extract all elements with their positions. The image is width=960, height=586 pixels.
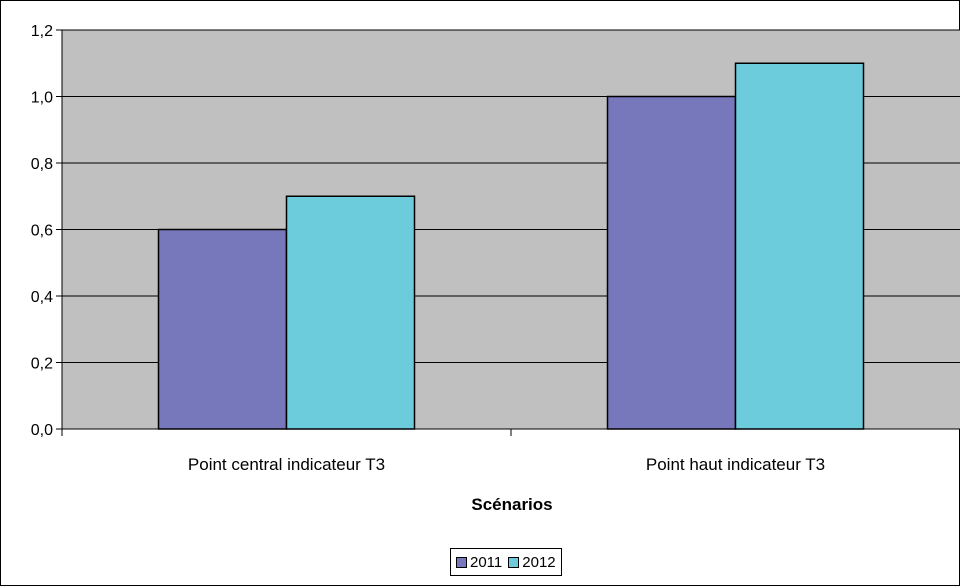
- bar-2011-2: [606, 95, 737, 430]
- y-tick-label: 0,6: [31, 223, 53, 240]
- bars: [157, 62, 865, 430]
- y-tick-label: 0,4: [31, 289, 53, 306]
- x-tick-label: Point haut indicateur T3: [646, 455, 825, 474]
- legend-swatch-2011: [456, 556, 467, 568]
- legend-item-2011: 2011: [456, 554, 502, 571]
- axes: [56, 29, 960, 436]
- legend-label-2011: 2011: [470, 553, 503, 571]
- x-axis-title: Scénarios: [471, 495, 552, 514]
- bar-2012-2: [734, 62, 865, 430]
- y-tick-labels: 0,0 0,2 0,4 0,6 0,8 1,0 1,2: [31, 23, 53, 439]
- legend-item-2012: 2012: [508, 553, 556, 571]
- y-tick-label: 1,2: [31, 23, 53, 40]
- y-tick-label: 0,2: [31, 356, 53, 373]
- bar-2012-1: [285, 195, 416, 430]
- y-tick-label: 0,0: [31, 422, 53, 439]
- x-tick-label: Point central indicateur T3: [188, 455, 385, 474]
- legend-swatch-2012: [508, 556, 520, 568]
- y-tick-label: 0,8: [31, 156, 53, 173]
- legend-label-2012: 2012: [522, 553, 556, 571]
- y-tick-label: 1,0: [31, 90, 53, 107]
- x-tick-labels: Point central indicateur T3 Point haut in…: [188, 455, 825, 474]
- legend: 2011 2012: [450, 548, 562, 576]
- bar-2011-1: [157, 228, 288, 430]
